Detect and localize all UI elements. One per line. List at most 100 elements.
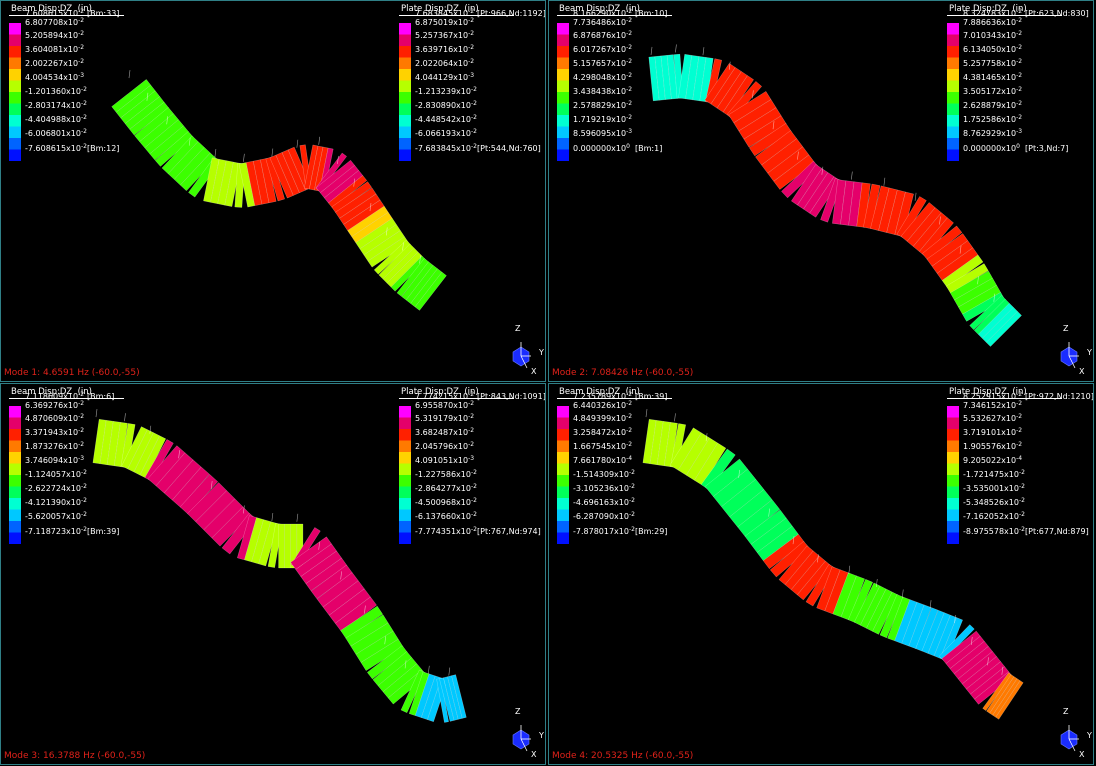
node-marker — [738, 469, 740, 478]
colorbar-swatch — [557, 521, 569, 533]
legend-value-10: -7.878017x10-2 — [573, 526, 635, 537]
colorbar-swatch — [9, 149, 21, 161]
legend-value-10: -7.774351x10-2 — [415, 526, 477, 537]
legend-value-8: -4.696163x10-2 — [573, 497, 635, 508]
legend-value-5: 4.004534x10-3 — [25, 72, 85, 83]
beam-model-view[interactable]: Z Y X — [1, 384, 546, 765]
legend-min-ref: [Pt:677,Nd:879] — [1025, 527, 1089, 536]
axis-label-y: Y — [538, 348, 544, 357]
legend-value-7: -3.535001x10-2 — [963, 483, 1025, 494]
colorbar-swatch — [399, 452, 411, 464]
beam-model-view[interactable]: Z Y X — [1, 1, 546, 382]
mesh-strip — [149, 125, 190, 161]
legend-value-6: -1.124057x10-2 — [25, 469, 87, 480]
legend-value-7: -3.105236x10-2 — [573, 483, 635, 494]
colorbar-swatch — [9, 532, 21, 544]
mesh-strip — [986, 311, 1022, 347]
legend-title-underline — [399, 398, 514, 399]
legend-max-ref: [Bm:39] — [635, 392, 668, 401]
colorbar-swatch — [557, 486, 569, 499]
legend-value-0: 7.774215x10-2 — [415, 391, 475, 402]
node-marker — [702, 47, 705, 56]
colorbar-swatch — [947, 23, 959, 35]
legend-value-3: 3.258472x10-2 — [573, 427, 633, 438]
node-marker — [210, 481, 213, 490]
colorbar-swatch — [399, 521, 411, 533]
node-marker — [768, 508, 770, 517]
legend-value-4: 2.022064x10-2 — [415, 58, 475, 69]
colorbar-swatch — [399, 440, 411, 453]
colorbar-swatch — [399, 69, 411, 81]
colorbar-swatch — [399, 509, 411, 522]
legend-value-3: 3.371943x10-2 — [25, 427, 85, 438]
node-marker — [959, 245, 962, 254]
node-marker — [939, 216, 941, 225]
legend-title-underline — [9, 398, 124, 399]
viewport-mode-1[interactable]: Z Y X Beam Disp:DZ (in) 7.608615x10-2 6.8077… — [0, 0, 546, 382]
colorbar — [557, 23, 569, 161]
legend-value-7: -2.622724x10-2 — [25, 483, 87, 494]
viewport-mode-2[interactable]: Z Y X Beam Disp:DZ (in) 8.166290x10-2 7.7364… — [548, 0, 1094, 382]
legend-title: Beam Disp:DZ (in) — [559, 387, 640, 397]
mesh-strip — [436, 678, 449, 723]
axis-label-z: Z — [1063, 707, 1069, 716]
legend-value-8: -4.404988x10-2 — [25, 114, 87, 125]
axis-triad: Z Y X — [1060, 324, 1092, 376]
colorbar-swatch — [399, 126, 411, 139]
legend-value-0: 7.235789x10-2 — [573, 391, 633, 402]
node-marker — [675, 44, 677, 53]
legend-max-ref: [Pt:966,Nd:1192] — [477, 9, 546, 18]
node-marker — [752, 90, 754, 99]
mesh-strip — [879, 594, 905, 639]
legend-value-7: -2.803174x10-2 — [25, 100, 87, 111]
mesh-strip — [796, 560, 832, 601]
legend-value-1: 6.369276x10-2 — [25, 400, 85, 411]
mesh-strip — [969, 294, 1007, 331]
axis-line-x — [1068, 738, 1076, 752]
beam-model-view[interactable]: Z Y X — [549, 384, 1094, 765]
axis-triad: Z Y X — [512, 707, 544, 759]
node-marker — [954, 614, 956, 624]
node-marker — [318, 136, 321, 145]
node-marker — [419, 255, 421, 264]
node-marker — [149, 425, 152, 434]
legend-value-3: 3.719101x10-2 — [963, 427, 1023, 438]
beam-model-view[interactable]: Z Y X — [549, 1, 1094, 382]
node-marker — [337, 155, 339, 164]
legend-max-ref: [Pt:843,Nd:1091] — [477, 392, 546, 401]
legend-value-10: -7.683845x10-2 — [415, 143, 477, 154]
mesh-strip — [781, 160, 820, 199]
node-marker — [914, 192, 917, 201]
legend-max-ref: [Bm:6] — [87, 392, 115, 401]
legend-value-10: -7.118723x10-2 — [25, 526, 87, 537]
legend-value-0: 7.118609x10-2 — [25, 391, 85, 402]
viewport-mode-3[interactable]: Z Y X Beam Disp:DZ (in) 7.118609x10-2 6.3692… — [0, 383, 546, 765]
axis-line-x — [520, 738, 528, 752]
legend-title: Plate Disp:DZ (in) — [949, 4, 1027, 14]
node-marker — [448, 667, 451, 676]
colorbar-swatch — [947, 57, 959, 70]
colorbar-swatch — [557, 103, 569, 116]
legend-value-0: 7.683845x10-2 — [415, 8, 475, 19]
colorbar-swatch — [9, 23, 21, 35]
legend-value-0: 7.608615x10-2 — [25, 8, 85, 19]
colorbar-swatch — [947, 46, 959, 58]
colorbar-swatch — [947, 440, 959, 453]
legend-value-1: 6.807708x10-2 — [25, 17, 85, 28]
legend-value-5: 7.661780x10-4 — [573, 455, 633, 466]
colorbar-swatch — [557, 80, 569, 93]
colorbar — [947, 23, 959, 161]
mesh-strip — [373, 239, 411, 275]
colorbar-swatch — [9, 138, 21, 150]
deformed-beam-mesh — [111, 70, 447, 311]
legend-value-8: -4.448542x10-2 — [415, 114, 477, 125]
mesh-strip — [284, 523, 291, 569]
node-marker — [970, 636, 973, 645]
node-marker — [883, 177, 886, 186]
colorbar-swatch — [399, 23, 411, 35]
colorbar-swatch — [557, 149, 569, 161]
node-marker — [385, 227, 388, 236]
legend-value-7: 2.578829x10-2 — [573, 100, 633, 111]
viewport-mode-4[interactable]: Z Y X Beam Disp:DZ (in) 7.235789x10-2 6.4403… — [548, 383, 1094, 765]
node-marker — [1001, 666, 1004, 675]
